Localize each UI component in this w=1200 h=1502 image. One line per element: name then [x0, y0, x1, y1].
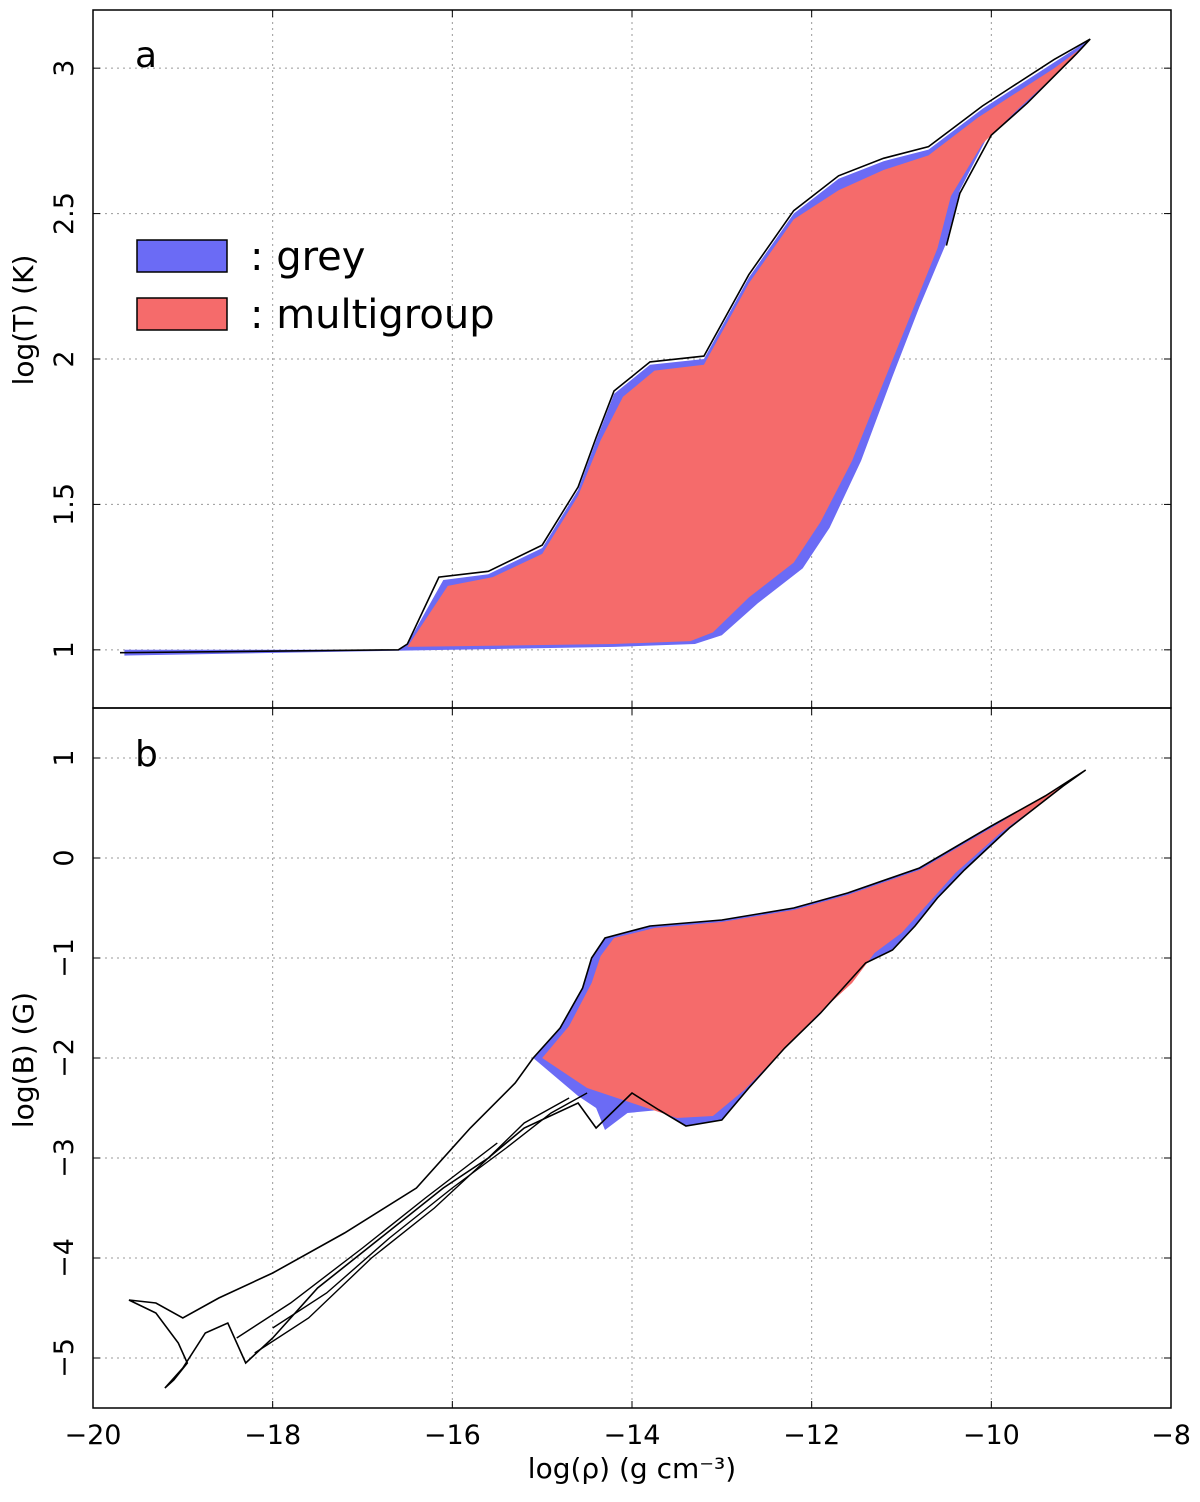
y-tick-label: 2.5	[49, 192, 80, 235]
panel-a-series	[124, 39, 1091, 656]
panel-b-contours	[128, 769, 1087, 1389]
contour-line	[119, 38, 1091, 654]
x-tick-label: −12	[783, 1420, 840, 1451]
y-tick-label: 0	[49, 849, 80, 866]
y-tick-label: 1	[49, 749, 80, 766]
panel-b-letter: b	[135, 734, 158, 775]
legend-label-grey: : grey	[250, 234, 365, 280]
legend-swatch-multigroup	[136, 297, 228, 331]
series-region-multigroup	[542, 773, 1082, 1118]
panel-a-contours	[119, 38, 1091, 654]
y-tick-label: −2	[49, 1038, 80, 1078]
x-tick-label: −14	[604, 1420, 661, 1451]
panel-b-series	[533, 770, 1086, 1130]
y-tick-label: −5	[49, 1338, 80, 1378]
x-tick-label: −20	[65, 1420, 122, 1451]
y-tick-label: −1	[49, 938, 80, 978]
x-tick-label: −16	[424, 1420, 481, 1451]
y-tick-label: 3	[49, 60, 80, 77]
contour-line	[236, 1142, 498, 1339]
x-axis-ticks: −20 −18 −16 −14 −12 −10 −8	[65, 1420, 1191, 1451]
legend-label-multigroup: : multigroup	[250, 292, 495, 338]
legend: : grey : multigroup	[136, 234, 495, 338]
series-region-multigroup	[407, 44, 1086, 647]
x-tick-label: −10	[963, 1420, 1020, 1451]
x-tick-label: −8	[1151, 1420, 1191, 1451]
panel-b-ylabel: log(B) (G)	[7, 992, 40, 1128]
x-axis-label: log(ρ) (g cm⁻³)	[528, 1452, 736, 1485]
y-tick-label: −3	[49, 1138, 80, 1178]
contour-line	[272, 1092, 588, 1329]
legend-swatch-grey	[136, 239, 228, 273]
panel-a-letter: a	[135, 35, 157, 76]
x-tick-label: −18	[244, 1420, 301, 1451]
panel-a-ylabel: log(T) (K)	[7, 255, 40, 386]
y-tick-label: 1.5	[49, 483, 80, 526]
contour-line	[254, 1097, 570, 1354]
y-tick-label: 1	[49, 641, 80, 658]
panel-b-y-ticks: −5 −4 −3 −2 −1 0 1	[49, 708, 1172, 1408]
y-tick-label: −4	[49, 1238, 80, 1278]
contour-line	[128, 769, 1087, 1389]
y-tick-label: 2	[49, 350, 80, 367]
panel-a: 1 1.5 2 2.5 3 a log(T) (K) : grey : multigro…	[7, 9, 1172, 709]
panel-b: −5 −4 −3 −2 −1 0 1 b log(B) (G)	[7, 707, 1172, 1409]
panel-a-y-ticks: 1 1.5 2 2.5 3	[49, 10, 1172, 708]
